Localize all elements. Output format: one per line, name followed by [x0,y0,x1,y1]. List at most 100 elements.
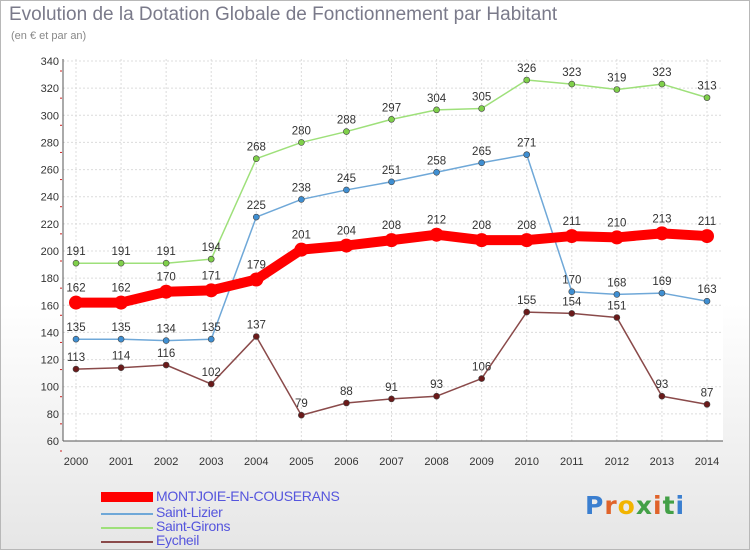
chart-subtitle: (en € et par an) [11,30,87,42]
data-label: 170 [562,275,581,287]
data-point [69,295,83,310]
data-label: 208 [517,220,536,232]
data-label: 179 [247,260,266,272]
data-point [700,229,714,244]
y-tick-label: 200 [41,246,59,258]
data-point [613,314,621,321]
data-point [298,139,305,146]
y-tick-label: 280 [41,137,59,149]
data-point [249,272,264,287]
x-tick-label: 2000 [64,456,88,468]
data-point [207,335,215,343]
data-label: 93 [430,379,443,391]
x-tick-label: 2009 [469,456,493,468]
data-label: 204 [337,226,357,238]
data-point [433,106,440,114]
data-point [298,196,305,203]
data-label: 251 [382,165,401,177]
x-tick-label: 2008 [424,456,448,468]
data-label: 137 [247,320,266,332]
data-point [568,310,576,317]
x-tick-label: 2002 [154,456,178,468]
data-label: 245 [337,173,356,185]
data-label: 225 [247,200,266,212]
y-tick-label: 300 [41,110,59,122]
data-point [613,291,621,298]
data-point [343,128,350,135]
data-point [523,151,531,158]
data-point [343,186,350,194]
data-point [298,411,305,419]
legend-label: Saint-Girons [156,518,231,534]
legend-swatch [101,513,153,515]
data-label: 212 [427,215,446,227]
x-tick-label: 2013 [650,456,674,468]
data-point [162,259,170,267]
data-label: 88 [340,386,353,398]
x-tick-label: 2014 [695,456,719,468]
y-tick-label: 60 [47,436,59,448]
data-label: 191 [66,246,85,258]
data-label: 305 [472,92,491,104]
data-point [609,230,624,245]
data-label: 151 [607,301,626,313]
data-label: 91 [385,382,398,394]
data-label: 194 [202,242,222,254]
data-point [474,233,489,248]
data-label: 135 [111,322,130,334]
data-point [162,361,170,369]
plot-background [63,59,723,441]
y-tick-label: 220 [41,219,59,231]
data-point [294,242,309,257]
x-tick-label: 2004 [244,456,268,468]
data-label: 191 [111,246,130,258]
data-point [252,213,260,221]
data-point [388,116,395,123]
data-label: 208 [472,220,491,232]
data-label: 170 [157,272,176,284]
data-label: 163 [697,284,716,296]
data-point [613,86,621,93]
legend-swatch [101,541,153,543]
data-label: 201 [292,230,311,242]
data-point [72,259,80,267]
legend-swatch [101,492,153,502]
data-label: 323 [562,67,581,79]
data-label: 265 [472,146,491,158]
data-point [703,297,711,305]
data-label: 168 [607,277,626,289]
data-point [429,227,444,242]
data-label: 211 [698,216,716,228]
data-label: 171 [202,270,221,282]
data-label: 114 [112,351,131,363]
legend-label: Eycheil [156,532,200,548]
data-point [339,238,354,253]
series-3 [72,308,711,419]
data-point [433,168,440,176]
data-point [658,289,666,297]
proxiti-logo: Proxiti [585,491,686,520]
data-label: 135 [202,322,221,334]
legend-label: Saint-Lizier [156,504,223,520]
data-point [523,76,531,84]
data-label: 79 [295,398,308,410]
data-point [117,259,125,267]
data-label: 323 [652,67,671,79]
data-label: 271 [517,138,536,150]
y-tick-label: 120 [41,355,59,367]
data-label: 304 [427,93,447,105]
x-tick-label: 2010 [514,456,538,468]
data-point [478,159,485,167]
data-point [658,80,666,88]
legend-label: MONTJOIE-EN-COUSERANS [156,488,340,504]
data-point [204,283,219,298]
data-point [433,392,440,400]
data-point [388,178,395,186]
series-group [69,76,714,419]
data-point [388,395,395,403]
data-label: 210 [607,217,626,229]
data-point [252,155,260,163]
data-label: 268 [247,142,266,154]
data-point [523,308,531,316]
